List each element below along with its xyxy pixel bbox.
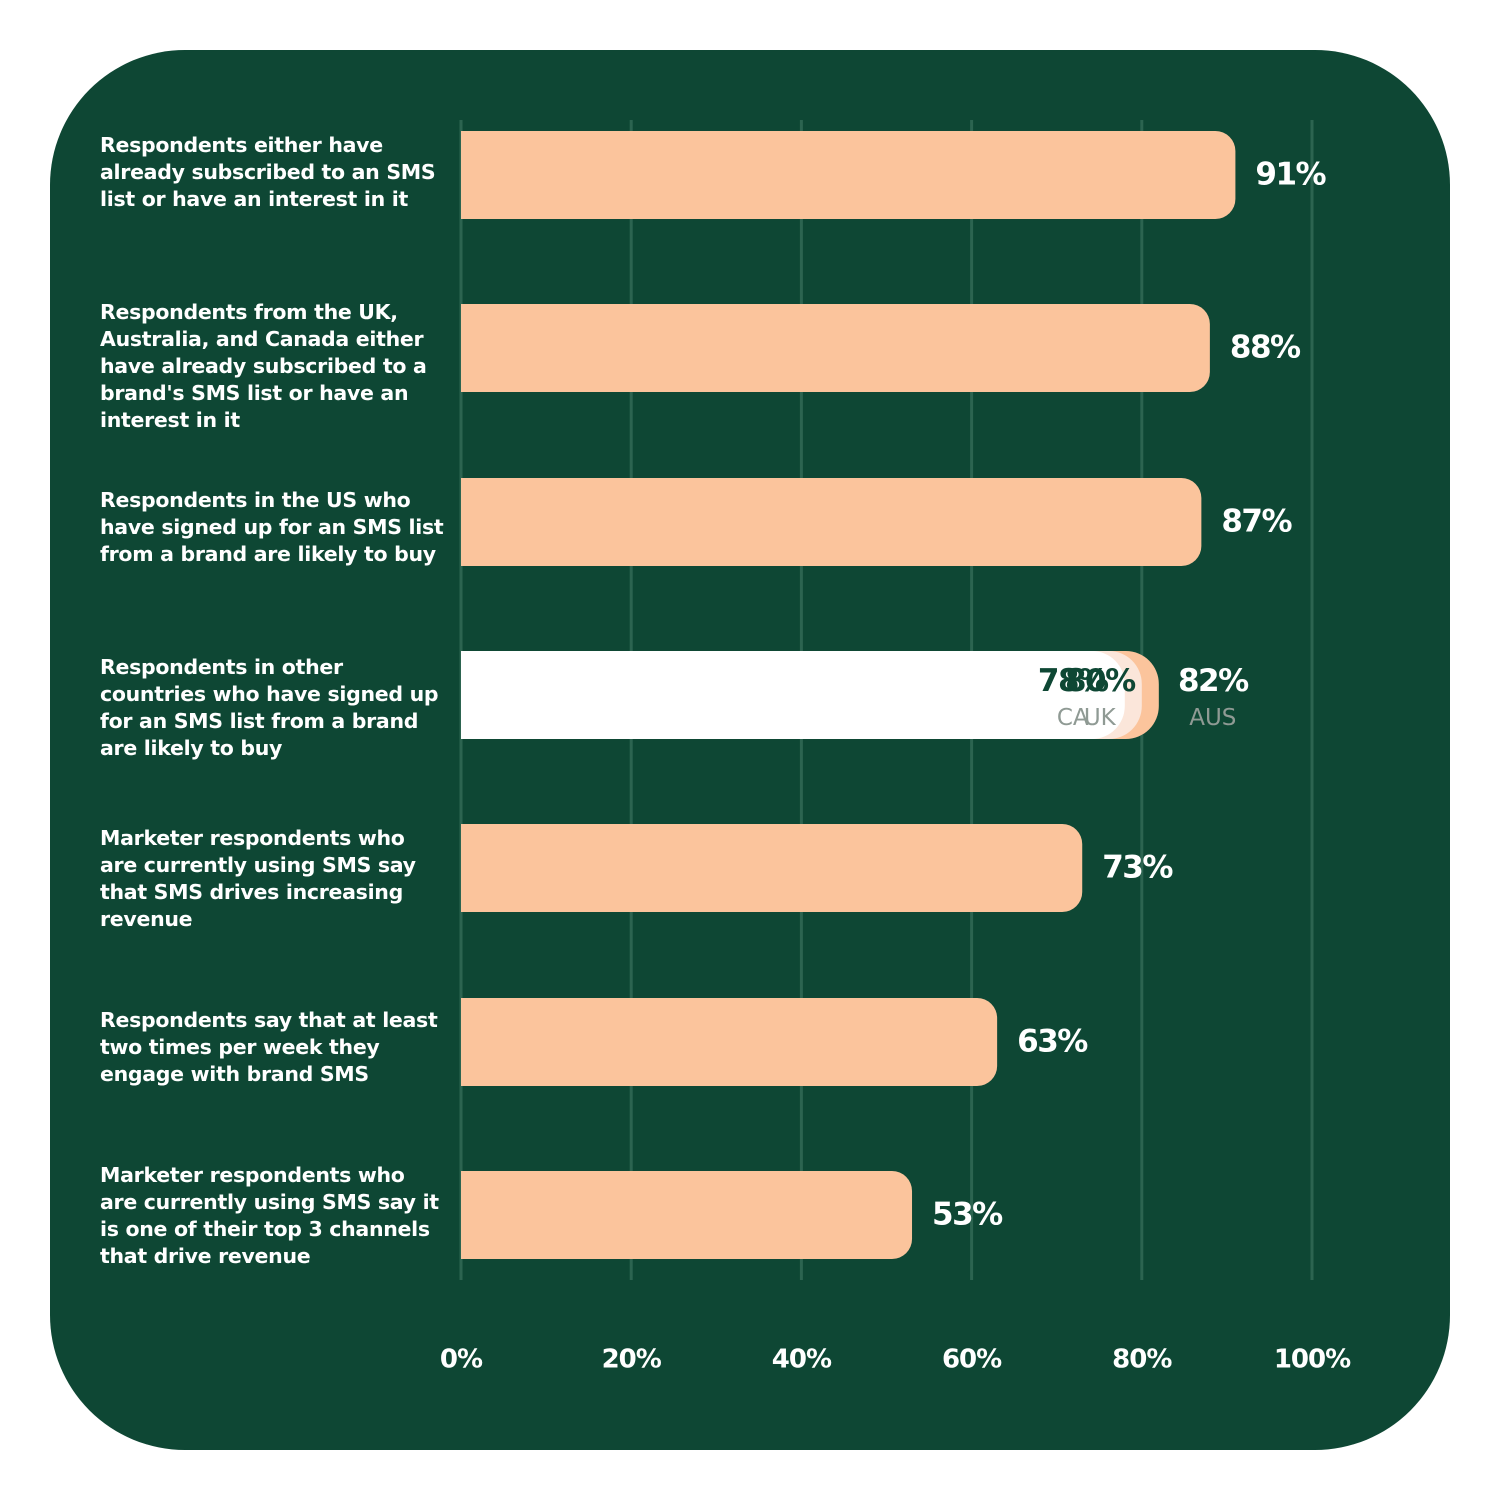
bar <box>461 131 1236 219</box>
category-label-line: interest in it <box>100 408 240 432</box>
category-label-line: are currently using SMS say <box>100 853 416 877</box>
category-label-line: Respondents say that at least <box>100 1008 438 1032</box>
category-label: Respondents in other countries who have s… <box>100 654 440 762</box>
category-label: Respondents in the US who have signed up … <box>100 487 444 568</box>
category-label-line: Respondents from the UK, <box>100 300 398 324</box>
category-label: Respondents from the UK, Australia, and C… <box>100 299 440 434</box>
bar-segment-ca <box>461 651 1125 739</box>
category-label-line: engage with brand SMS <box>100 1062 369 1086</box>
category-label-line: Respondents either have <box>100 133 383 157</box>
x-tick-label: 80% <box>1112 1345 1172 1375</box>
x-tick-label: 0% <box>440 1345 483 1375</box>
value-label: 87% <box>1221 504 1292 540</box>
category-label-line: Respondents in the US who <box>100 488 411 512</box>
category-label-line: Marketer respondents who <box>100 1163 405 1187</box>
series-label-aus: AUS <box>1189 705 1236 731</box>
category-label-line: two times per week they <box>100 1035 380 1059</box>
x-tick-label: 40% <box>772 1345 832 1375</box>
category-label-line: that SMS drives increasing <box>100 880 403 904</box>
category-label-line: that drive revenue <box>100 1244 311 1268</box>
bar <box>461 998 998 1086</box>
x-tick-label: 100% <box>1274 1345 1351 1375</box>
category-label-line: for an SMS list from a brand <box>100 709 419 733</box>
value-label-uk: 80% <box>1065 663 1136 699</box>
category-label-line: brand's SMS list or have an <box>100 381 409 405</box>
value-label: 63% <box>1017 1024 1088 1060</box>
bar <box>461 1171 913 1259</box>
value-label: 53% <box>932 1197 1003 1233</box>
category-label-line: Australia, and Canada either <box>100 327 424 351</box>
series-label-uk: UK <box>1084 705 1117 731</box>
category-label-line: have signed up for an SMS list <box>100 515 444 539</box>
value-label: 73% <box>1102 850 1173 886</box>
value-label-aus: 82% <box>1178 663 1249 699</box>
category-label-line: are currently using SMS say it <box>100 1190 439 1214</box>
category-label-line: Marketer respondents who <box>100 826 405 850</box>
category-label-line: revenue <box>100 907 193 931</box>
category-label: Marketer respondents who are currently us… <box>100 1162 440 1270</box>
category-label-line: is one of their top 3 channels <box>100 1217 430 1241</box>
category-label-line: already subscribed to an SMS <box>100 160 436 184</box>
value-label: 88% <box>1230 330 1301 366</box>
category-label: Respondents either have already subscribe… <box>100 132 440 213</box>
x-tick-label: 20% <box>602 1345 662 1375</box>
category-label-line: are likely to buy <box>100 736 283 760</box>
category-label-line: Respondents in other <box>100 655 343 679</box>
series-label-ca: CA <box>1057 705 1089 731</box>
category-label-line: list or have an interest in it <box>100 187 408 211</box>
bar <box>461 478 1202 566</box>
bar <box>461 304 1210 392</box>
category-label-line: from a brand are likely to buy <box>100 542 436 566</box>
value-label-ca: 78% <box>1038 663 1109 699</box>
category-label: Marketer respondents who are currently us… <box>100 825 440 933</box>
x-tick-label: 60% <box>942 1345 1002 1375</box>
category-label-line: have already subscribed to a <box>100 354 427 378</box>
category-label-line: countries who have signed up <box>100 682 439 706</box>
bar <box>461 824 1083 912</box>
value-label: 91% <box>1255 157 1326 193</box>
category-label: Respondents say that at least two times p… <box>100 1007 440 1088</box>
